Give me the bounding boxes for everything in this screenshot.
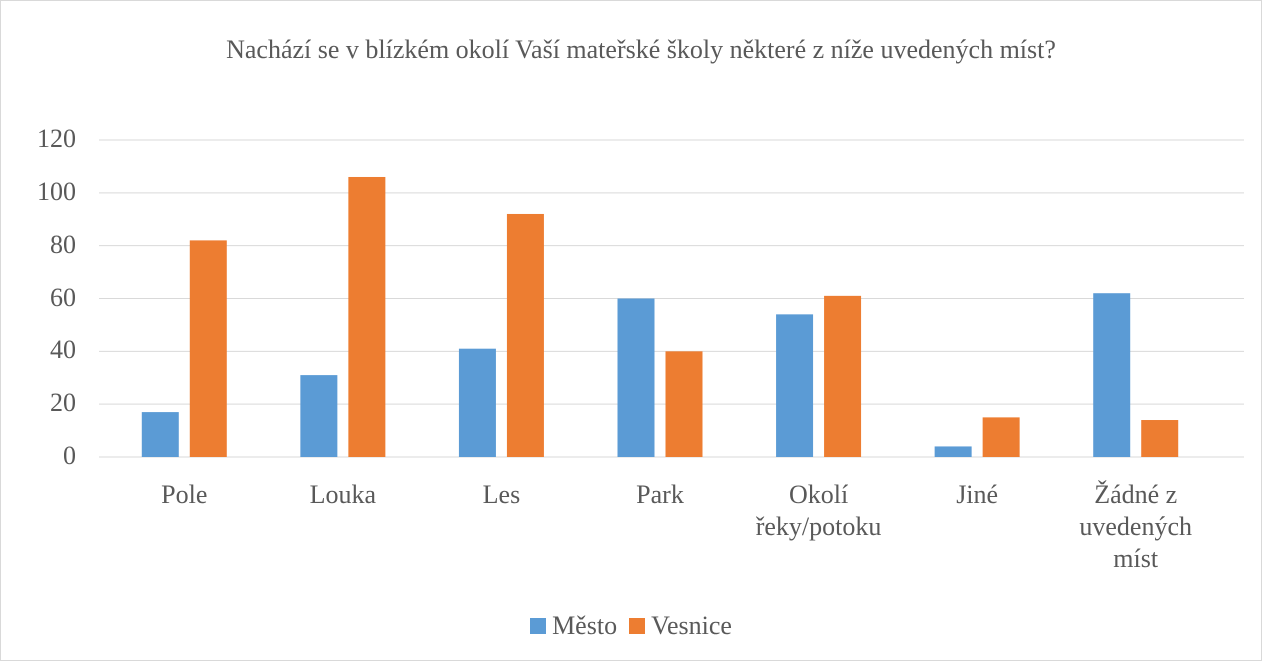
legend-swatch [530,618,547,634]
y-tick-label: 60 [50,282,76,312]
bar [776,314,814,457]
bar [665,351,703,457]
bar [458,348,496,457]
x-tick-label: Žádné z uvedených míst [1079,480,1193,573]
y-tick-label: 20 [50,388,76,418]
bar [1141,420,1179,457]
y-tick-label: 0 [63,441,76,470]
legend-item: Město [530,611,617,641]
y-tick-label: 80 [50,229,76,259]
x-tick-label: Jiné [956,480,999,509]
legend-label: Vesnice [651,611,732,640]
bar [300,375,338,457]
bar [348,176,386,457]
y-tick-label: 40 [50,335,76,365]
legend-label: Město [552,611,618,640]
legend-swatch [629,618,646,634]
bar [141,412,179,457]
legend-item: Vesnice [629,611,732,641]
bar [506,213,544,457]
x-tick-label: Les [482,480,521,509]
x-tick-label: Louka [309,480,377,509]
y-tick-label: 120 [37,124,76,153]
x-tick-label: Park [636,480,684,509]
x-tick-label: Pole [161,480,208,509]
bar [189,240,227,457]
y-tick-label: 100 [37,176,76,206]
bar [1093,293,1131,457]
x-tick-label: Okolí řeky/potoku [755,480,882,541]
legend: Město Vesnice [1,611,1261,641]
chart-title: Nachází se v blízkém okolí Vaší mateřské… [226,35,1056,64]
bar [824,295,862,457]
bar [982,417,1020,457]
bar [617,298,655,457]
bar [934,446,972,457]
